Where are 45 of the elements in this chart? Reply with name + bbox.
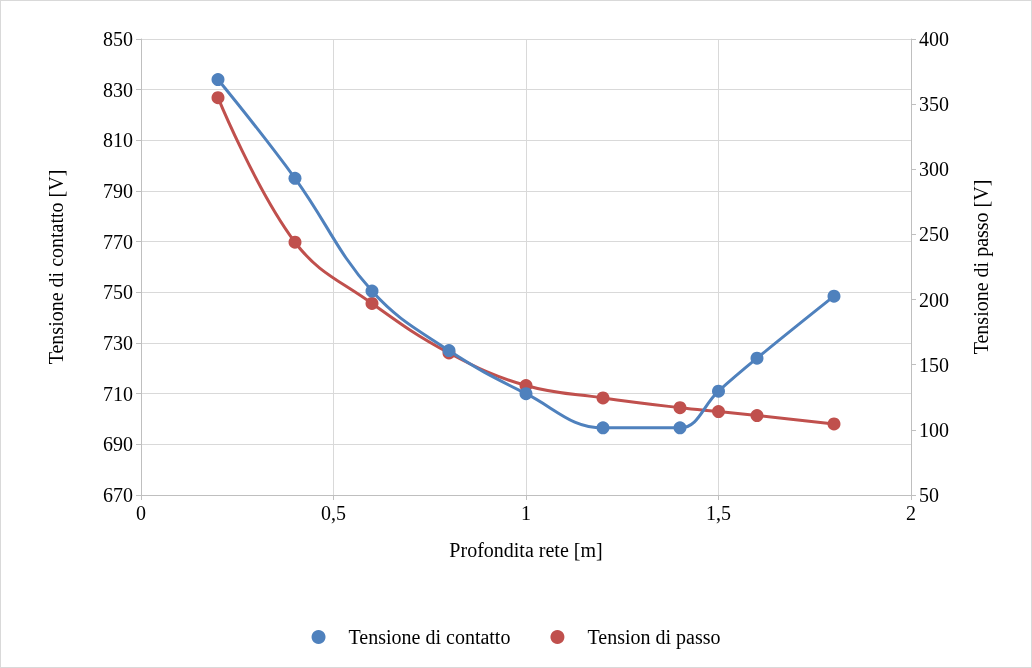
point	[673, 421, 687, 435]
x-axis-title: Profondita rete [m]	[449, 539, 603, 561]
y2-tick-label: 50	[919, 484, 939, 506]
point	[750, 351, 764, 365]
y2-tick-label: 400	[919, 28, 949, 50]
point	[596, 391, 610, 405]
point	[596, 421, 610, 435]
x-tick-label: 0	[136, 502, 146, 524]
y2-tick-label: 100	[919, 418, 949, 441]
x-tick-label: 0,5	[321, 502, 346, 524]
y-tick-label: 750	[103, 281, 133, 304]
legend-label: Tensione di contatto	[348, 626, 511, 648]
y-tick-label: 730	[103, 332, 133, 354]
y-tick-label: 770	[103, 230, 133, 253]
y-tick-label: 850	[103, 28, 133, 50]
point	[365, 284, 379, 298]
point	[365, 296, 379, 310]
point	[712, 384, 725, 398]
y-tick-label: 810	[103, 129, 133, 152]
point	[211, 73, 225, 87]
y-tick-label: 830	[103, 78, 133, 101]
point	[211, 91, 225, 105]
y-axis-title: Tensione di contatto [V]	[45, 169, 67, 365]
y2-tick-label: 250	[919, 223, 949, 246]
y-tick-label: 670	[103, 484, 133, 506]
point	[827, 289, 841, 303]
legend-label: Tension di passo	[587, 626, 721, 649]
point	[519, 387, 533, 401]
y-tick-label: 690	[103, 433, 133, 456]
point	[827, 417, 841, 431]
y2-tick-label: 350	[919, 93, 949, 116]
x-tick-label: 1	[521, 502, 531, 524]
x-tick-label: 1,5	[706, 502, 731, 524]
point	[750, 409, 764, 423]
x-tick-label: 2	[906, 502, 916, 524]
y2-tick-label: 300	[919, 158, 949, 181]
y-tick-label: 790	[103, 180, 133, 202]
y2-tick-label: 150	[919, 353, 949, 376]
point	[673, 401, 687, 415]
y2-tick-label: 200	[919, 288, 949, 311]
point	[288, 235, 302, 249]
point	[712, 405, 725, 419]
point	[288, 171, 302, 185]
y2-axis-title: Tensione di passo [V]	[970, 179, 993, 355]
y-tick-label: 710	[103, 382, 133, 405]
